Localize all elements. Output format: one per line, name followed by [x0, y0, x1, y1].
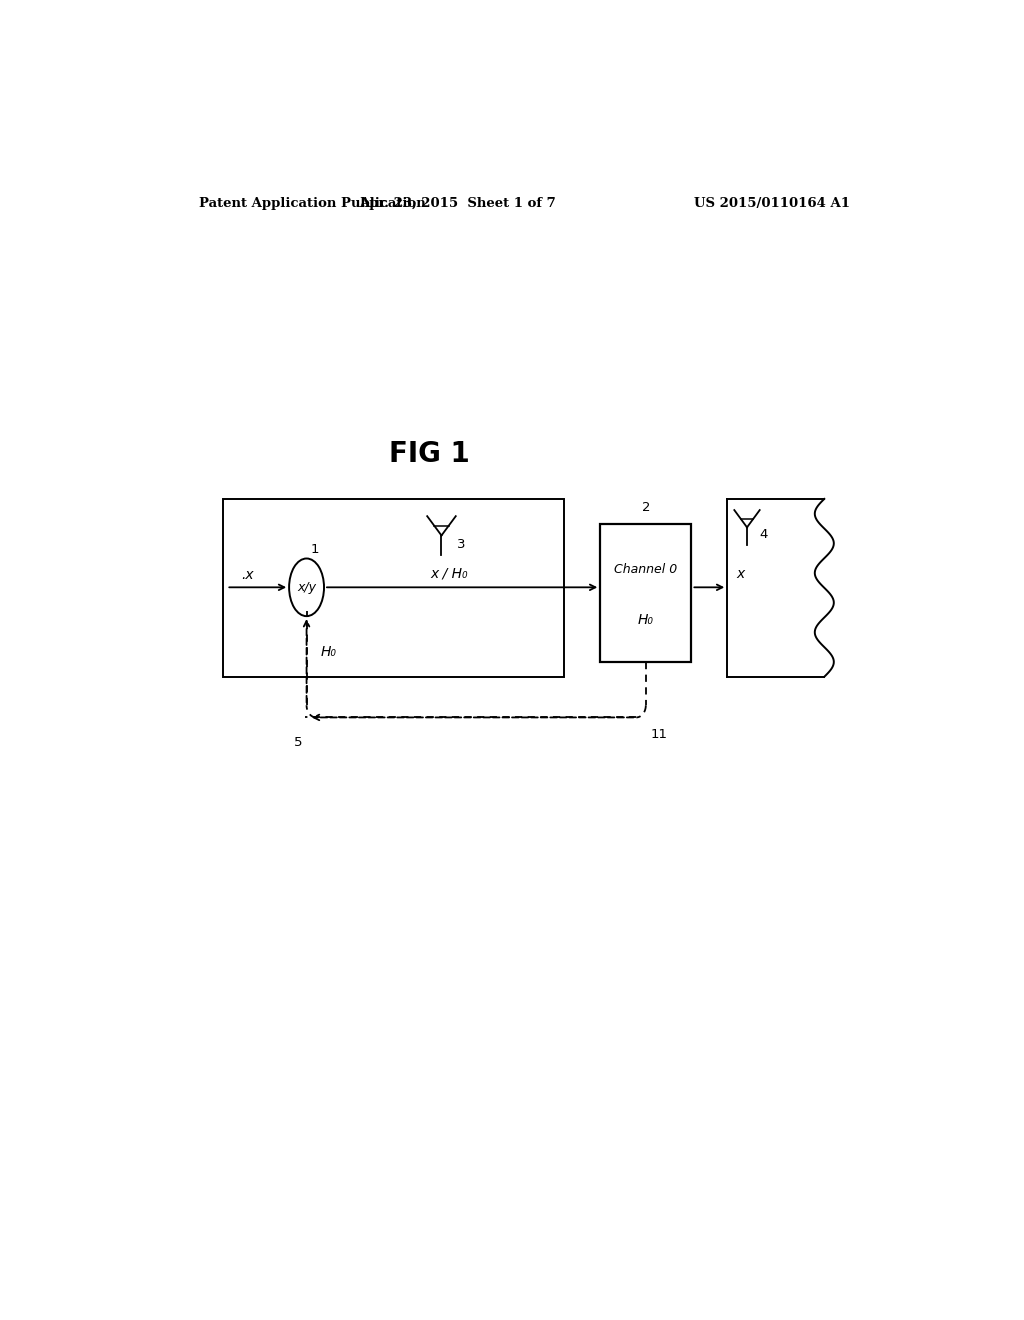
- Text: 1: 1: [310, 544, 319, 557]
- Text: H₀: H₀: [638, 614, 653, 627]
- Text: x/y: x/y: [297, 581, 316, 594]
- Text: x: x: [736, 568, 744, 581]
- Text: US 2015/0110164 A1: US 2015/0110164 A1: [694, 197, 850, 210]
- Bar: [223, 499, 564, 677]
- Text: 11: 11: [650, 727, 668, 741]
- Text: Patent Application Publication: Patent Application Publication: [200, 197, 426, 210]
- Text: 2: 2: [642, 502, 650, 515]
- Text: FIG 1: FIG 1: [389, 441, 470, 469]
- Text: .x: .x: [241, 568, 253, 582]
- Text: 4: 4: [760, 528, 768, 541]
- Bar: [600, 524, 691, 661]
- Text: H₀: H₀: [321, 645, 337, 660]
- Text: x / H₀: x / H₀: [430, 566, 468, 581]
- Text: Apr. 23, 2015  Sheet 1 of 7: Apr. 23, 2015 Sheet 1 of 7: [359, 197, 556, 210]
- Text: 5: 5: [294, 735, 303, 748]
- Text: Channel 0: Channel 0: [614, 564, 678, 576]
- Text: 3: 3: [458, 539, 466, 552]
